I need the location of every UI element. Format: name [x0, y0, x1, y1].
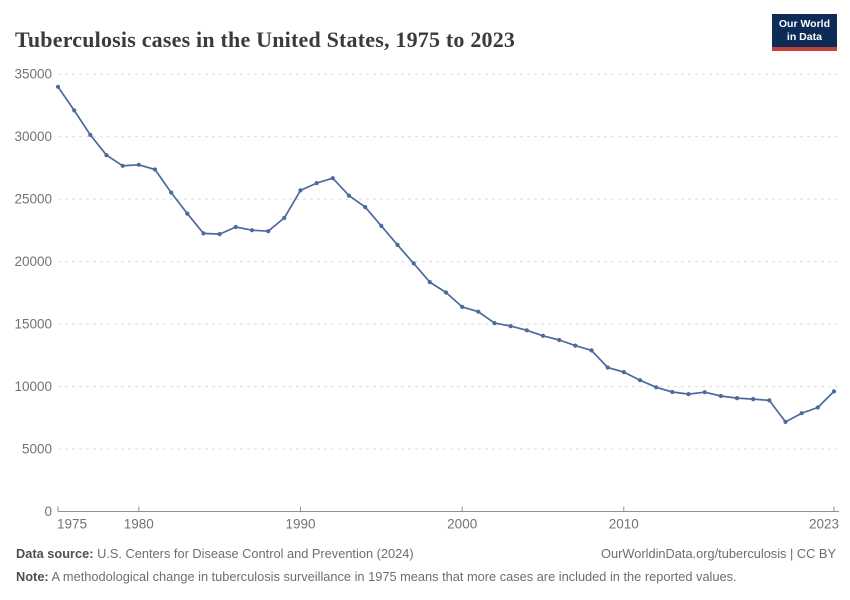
- data-point[interactable]: [492, 321, 497, 326]
- y-axis-tick-label: 35000: [14, 67, 52, 82]
- data-source-text: Data source: U.S. Centers for Disease Co…: [16, 546, 414, 561]
- data-point[interactable]: [702, 390, 707, 395]
- data-point[interactable]: [524, 328, 529, 333]
- data-source-label: Data source:: [16, 546, 94, 561]
- data-point[interactable]: [751, 397, 756, 402]
- page-title: Tuberculosis cases in the United States,…: [15, 26, 516, 52]
- data-point[interactable]: [266, 229, 271, 234]
- data-point[interactable]: [72, 108, 77, 113]
- data-point[interactable]: [217, 232, 222, 237]
- data-point[interactable]: [443, 290, 449, 295]
- data-point[interactable]: [330, 176, 335, 181]
- y-axis-tick-label: 10000: [14, 379, 52, 394]
- y-axis-tick-label: 15000: [14, 317, 52, 332]
- data-point[interactable]: [540, 333, 546, 338]
- data-point[interactable]: [249, 228, 255, 233]
- data-point[interactable]: [55, 84, 61, 89]
- data-point[interactable]: [799, 411, 804, 416]
- data-point[interactable]: [298, 188, 303, 193]
- data-point[interactable]: [185, 211, 190, 216]
- x-axis-tick-label: 2010: [609, 517, 639, 532]
- data-point[interactable]: [282, 215, 287, 220]
- note-text: Note: A methodological change in tubercu…: [16, 569, 836, 584]
- x-axis-tick-label: 2023: [809, 517, 839, 532]
- data-point[interactable]: [427, 280, 432, 285]
- y-axis-tick-label: 20000: [14, 254, 52, 269]
- data-point[interactable]: [589, 348, 594, 353]
- data-point[interactable]: [346, 193, 352, 198]
- data-point[interactable]: [104, 153, 109, 158]
- data-point[interactable]: [831, 389, 837, 394]
- owid-license-link[interactable]: OurWorldinData.org/tuberculosis | CC BY: [601, 546, 836, 561]
- line-chart[interactable]: 0 5000 10000 15000 20000 25000 30000 35000 1975 1…: [0, 0, 850, 545]
- data-point[interactable]: [395, 242, 400, 247]
- data-point[interactable]: [120, 163, 125, 168]
- data-point[interactable]: [88, 132, 93, 137]
- x-axis-tick-label: 1990: [285, 517, 315, 532]
- y-axis-tick-label: 25000: [14, 192, 52, 207]
- note-label: Note:: [16, 569, 49, 584]
- data-point[interactable]: [460, 304, 465, 309]
- data-point[interactable]: [314, 181, 319, 186]
- note-value: A methodological change in tuberculosis …: [48, 569, 737, 584]
- data-point[interactable]: [363, 205, 368, 210]
- owid-logo[interactable]: Our World in Data: [771, 14, 837, 51]
- data-point[interactable]: [767, 398, 772, 403]
- owid-logo-line1: Our World: [778, 18, 830, 30]
- data-point[interactable]: [734, 396, 740, 401]
- data-point[interactable]: [605, 365, 610, 370]
- data-point[interactable]: [815, 405, 820, 410]
- data-point[interactable]: [233, 224, 238, 230]
- data-point[interactable]: [201, 231, 206, 236]
- x-axis-tick-label: 2000: [447, 517, 477, 532]
- data-point[interactable]: [573, 343, 578, 348]
- data-point[interactable]: [783, 419, 788, 424]
- data-point[interactable]: [637, 378, 643, 383]
- x-axis-tick-label: 1980: [124, 517, 154, 532]
- y-axis-tick-label: 0: [44, 504, 52, 519]
- data-point[interactable]: [476, 309, 481, 314]
- x-axis-tick-label: 1975: [57, 517, 87, 532]
- data-point[interactable]: [654, 385, 659, 390]
- data-point[interactable]: [718, 393, 723, 399]
- data-source-value: U.S. Centers for Disease Control and Pre…: [93, 546, 414, 561]
- data-point[interactable]: [379, 223, 384, 228]
- data-point[interactable]: [136, 162, 141, 167]
- y-axis-tick-label: 30000: [14, 129, 52, 144]
- data-point[interactable]: [169, 190, 174, 195]
- data-point[interactable]: [557, 337, 562, 343]
- data-point[interactable]: [621, 370, 626, 375]
- owid-logo-line2: in Data: [786, 30, 822, 43]
- y-axis-tick-label: 5000: [22, 442, 52, 457]
- chart-footer: Data source: U.S. Centers for Disease Co…: [16, 546, 836, 561]
- data-point[interactable]: [686, 392, 691, 397]
- data-point[interactable]: [670, 389, 675, 395]
- data-point[interactable]: [508, 324, 513, 329]
- data-point[interactable]: [411, 261, 416, 266]
- data-point[interactable]: [152, 167, 158, 172]
